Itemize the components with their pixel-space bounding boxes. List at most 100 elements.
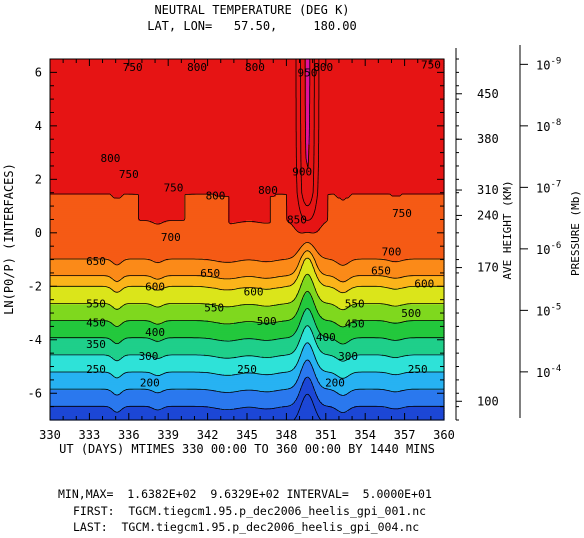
pressure-tick-exponent: -5 (550, 302, 561, 312)
contour-fill-cell (390, 276, 403, 279)
contour-fill-cell (306, 274, 311, 277)
stats-minmax: MIN,MAX= 1.6382E+02 9.6329E+02 INTERVAL=… (58, 487, 432, 501)
contour-fill-cell (50, 158, 307, 162)
contour-fill-cell (298, 326, 307, 329)
contour-fill-cell (334, 338, 353, 341)
contour-fill-cell (290, 336, 301, 339)
contour-fill-cell (50, 396, 299, 399)
contour-fill-cell (50, 142, 307, 146)
contour-fill-cell (318, 266, 445, 270)
contour-fill-cell (316, 394, 343, 397)
contour-fill-cell (50, 362, 299, 365)
contour-fill-cell (310, 70, 445, 74)
y-tick-label: 0 (35, 226, 42, 240)
contour-fill-cell (114, 392, 121, 395)
contour-fill-cell (252, 220, 271, 224)
contour-lines (50, 58, 444, 421)
contour-fill-cell (310, 82, 445, 86)
contour-fill-cell (124, 304, 153, 307)
contour-fill-cell (236, 260, 263, 264)
contour-fill-cell (302, 382, 313, 385)
contour-fill-cell (164, 338, 215, 341)
contour-fill-cell (50, 84, 307, 88)
contour-fill-cell (184, 200, 229, 204)
contour-fill-cell (50, 202, 139, 206)
contour-label: 800 (313, 61, 333, 74)
stats-first-file: FIRST: TGCM.tiegcm1.95.p_dec2006_heelis_… (73, 504, 427, 518)
contour-fill-cell (320, 400, 445, 403)
contour-fill-cell (312, 298, 321, 301)
contour-fill-cell (50, 234, 445, 238)
contour-fill-cell (306, 132, 311, 136)
contour-line-300 (50, 359, 444, 396)
contour-fill-cell (310, 62, 445, 66)
contour-fill-cell (286, 208, 329, 212)
contour-fill-cell (50, 122, 307, 126)
contour-fill-cell (154, 260, 163, 264)
contour-fill-cell (288, 302, 301, 305)
contour-fill-cell (300, 390, 315, 393)
pressure-tick-label: 10-9 (536, 56, 561, 72)
contour-fill-cell (50, 406, 109, 409)
contour-fill-cell (50, 282, 295, 285)
contour-fill-cell (408, 354, 445, 357)
contour-fill-cell (50, 94, 307, 98)
contour-fill-cell (166, 220, 229, 224)
contour-fill-cell (306, 68, 311, 72)
contour-fill-cell (306, 94, 311, 98)
contour-fill-cell (242, 338, 257, 341)
contour-fill-cell (114, 306, 121, 309)
contour-fill-cell (320, 226, 445, 230)
contour-fill-cell (306, 70, 311, 74)
contour-fill-cell (108, 320, 127, 323)
contour-fill-cell (312, 346, 319, 349)
contour-fill-cell (304, 344, 311, 347)
contour-fill-cell (50, 198, 139, 202)
contour-fill-cell (314, 334, 323, 337)
contour-line-850 (300, 58, 315, 207)
contour-fill-cell (50, 386, 293, 389)
contour-fill-cell (306, 96, 311, 100)
pressure-tick-exponent: -8 (550, 118, 561, 128)
contour-fill-cell (110, 304, 125, 307)
contour-fill-cell (298, 360, 307, 363)
contour-label: 500 (257, 315, 277, 328)
contour-fill-cell (328, 210, 445, 214)
contour-label: 250 (408, 363, 428, 376)
contour-fill-cell (296, 400, 321, 403)
contour-fill-cell (114, 410, 121, 413)
contour-fill-cell (50, 370, 291, 373)
contour-fill-cell (50, 306, 115, 309)
contour-fill-cell (316, 290, 339, 293)
contour-fill-cell (112, 288, 123, 291)
contour-fill-cell (300, 288, 317, 291)
contour-fill-cell (308, 154, 445, 158)
contour-fill-cell (318, 398, 445, 401)
contour-fill-cell (400, 194, 445, 198)
contour-label: 200 (325, 377, 345, 390)
x-tick-label: 330 (39, 428, 61, 442)
contour-fill-cell (320, 382, 445, 385)
contour-fill-cell (354, 406, 385, 409)
contour-fill-cell (282, 286, 301, 289)
contour-fill-cell (270, 218, 287, 222)
contour-fill-cell (336, 194, 351, 198)
contour-fill-cell (296, 294, 305, 297)
contour-fill-cell (292, 284, 301, 287)
contour-fill-cell (382, 354, 409, 357)
x-tick-label: 348 (276, 428, 298, 442)
contour-fill-cell (138, 218, 185, 222)
contour-fill-cell (184, 194, 217, 198)
contour-fill-cell (348, 410, 445, 413)
contour-fill-cell (354, 320, 385, 323)
contour-fill-cell (50, 204, 139, 208)
y-tick-label: 6 (35, 65, 42, 79)
contour-fill-cell (310, 74, 445, 78)
contour-fill-cell (184, 202, 229, 206)
contour-fill-cell (306, 116, 311, 120)
contour-fill-cell (338, 290, 349, 293)
contour-fill-cell (300, 284, 315, 287)
contour-fill-cell (228, 210, 271, 214)
contour-fill-cell (316, 272, 323, 275)
contour-fill-cell (122, 260, 155, 264)
